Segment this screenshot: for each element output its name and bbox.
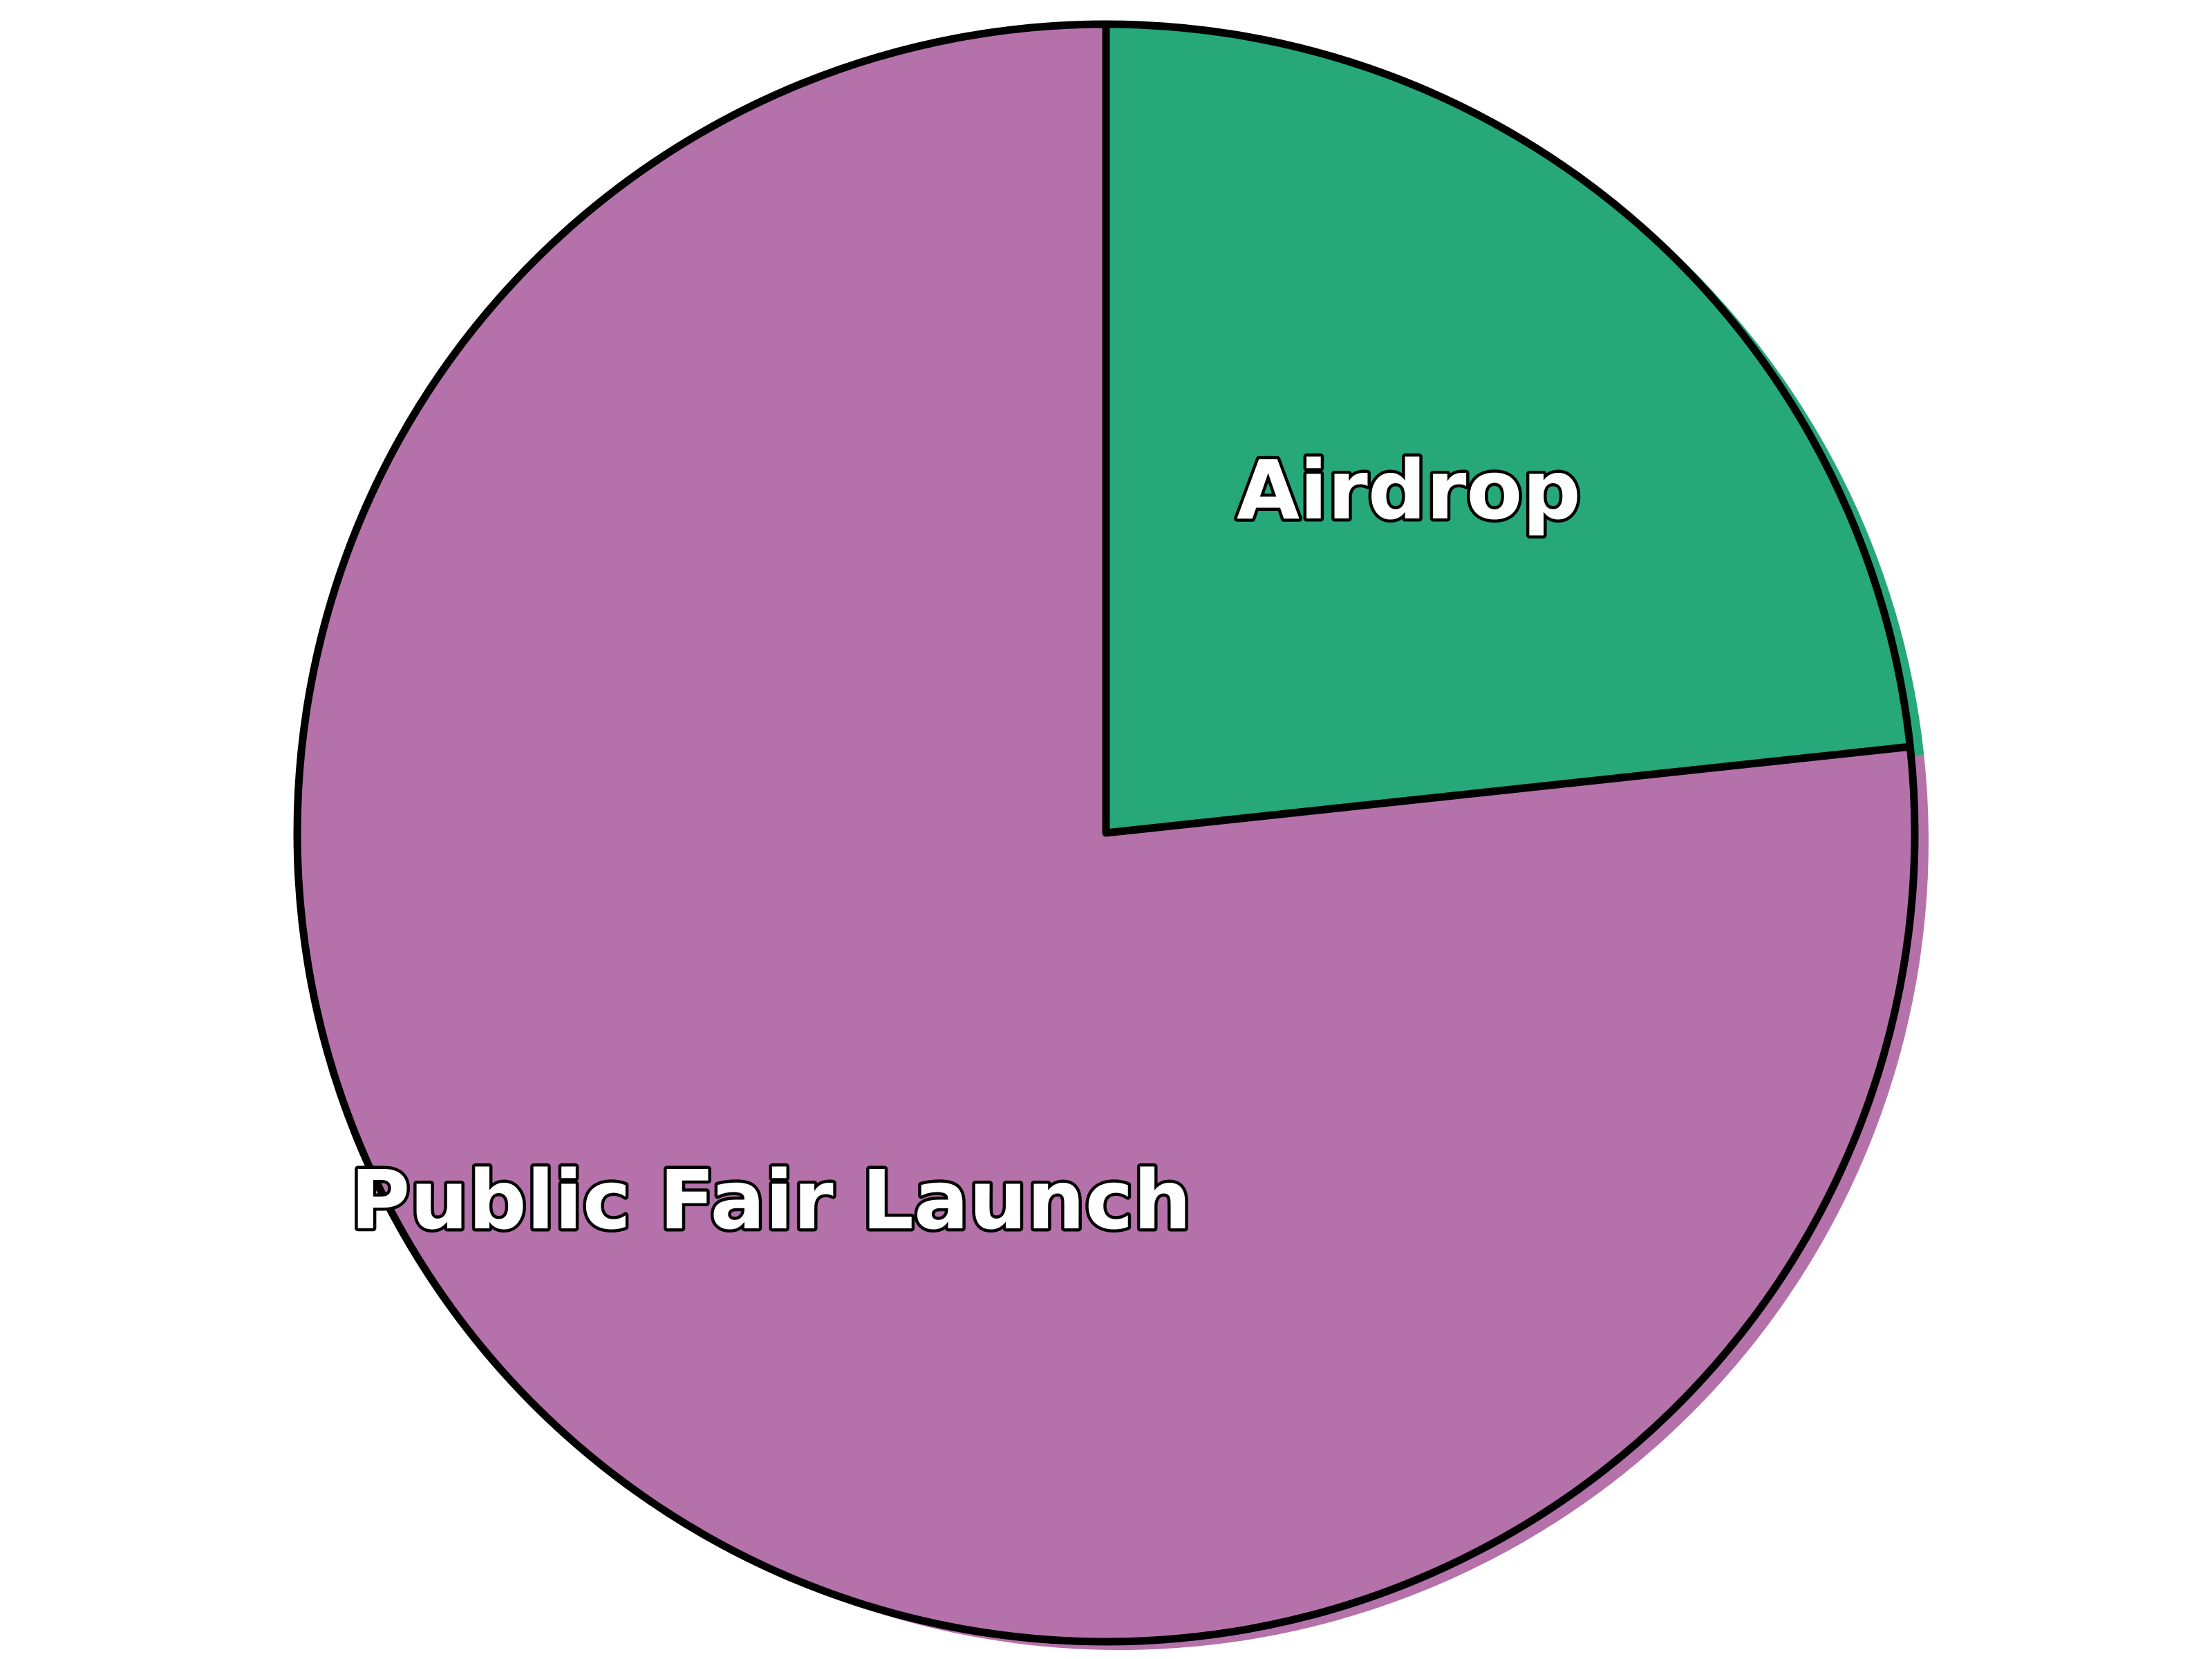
slice-label-public-fair-launch: Public Fair Launch (350, 1152, 1192, 1248)
label-layer: Airdrop Public Fair Launch (347, 439, 1584, 1250)
slice-layer (293, 20, 1919, 1646)
slice-label-airdrop: Airdrop (1237, 442, 1581, 538)
slice-airdrop (1102, 20, 1914, 837)
slice-public-fair-launch (293, 20, 1919, 1646)
